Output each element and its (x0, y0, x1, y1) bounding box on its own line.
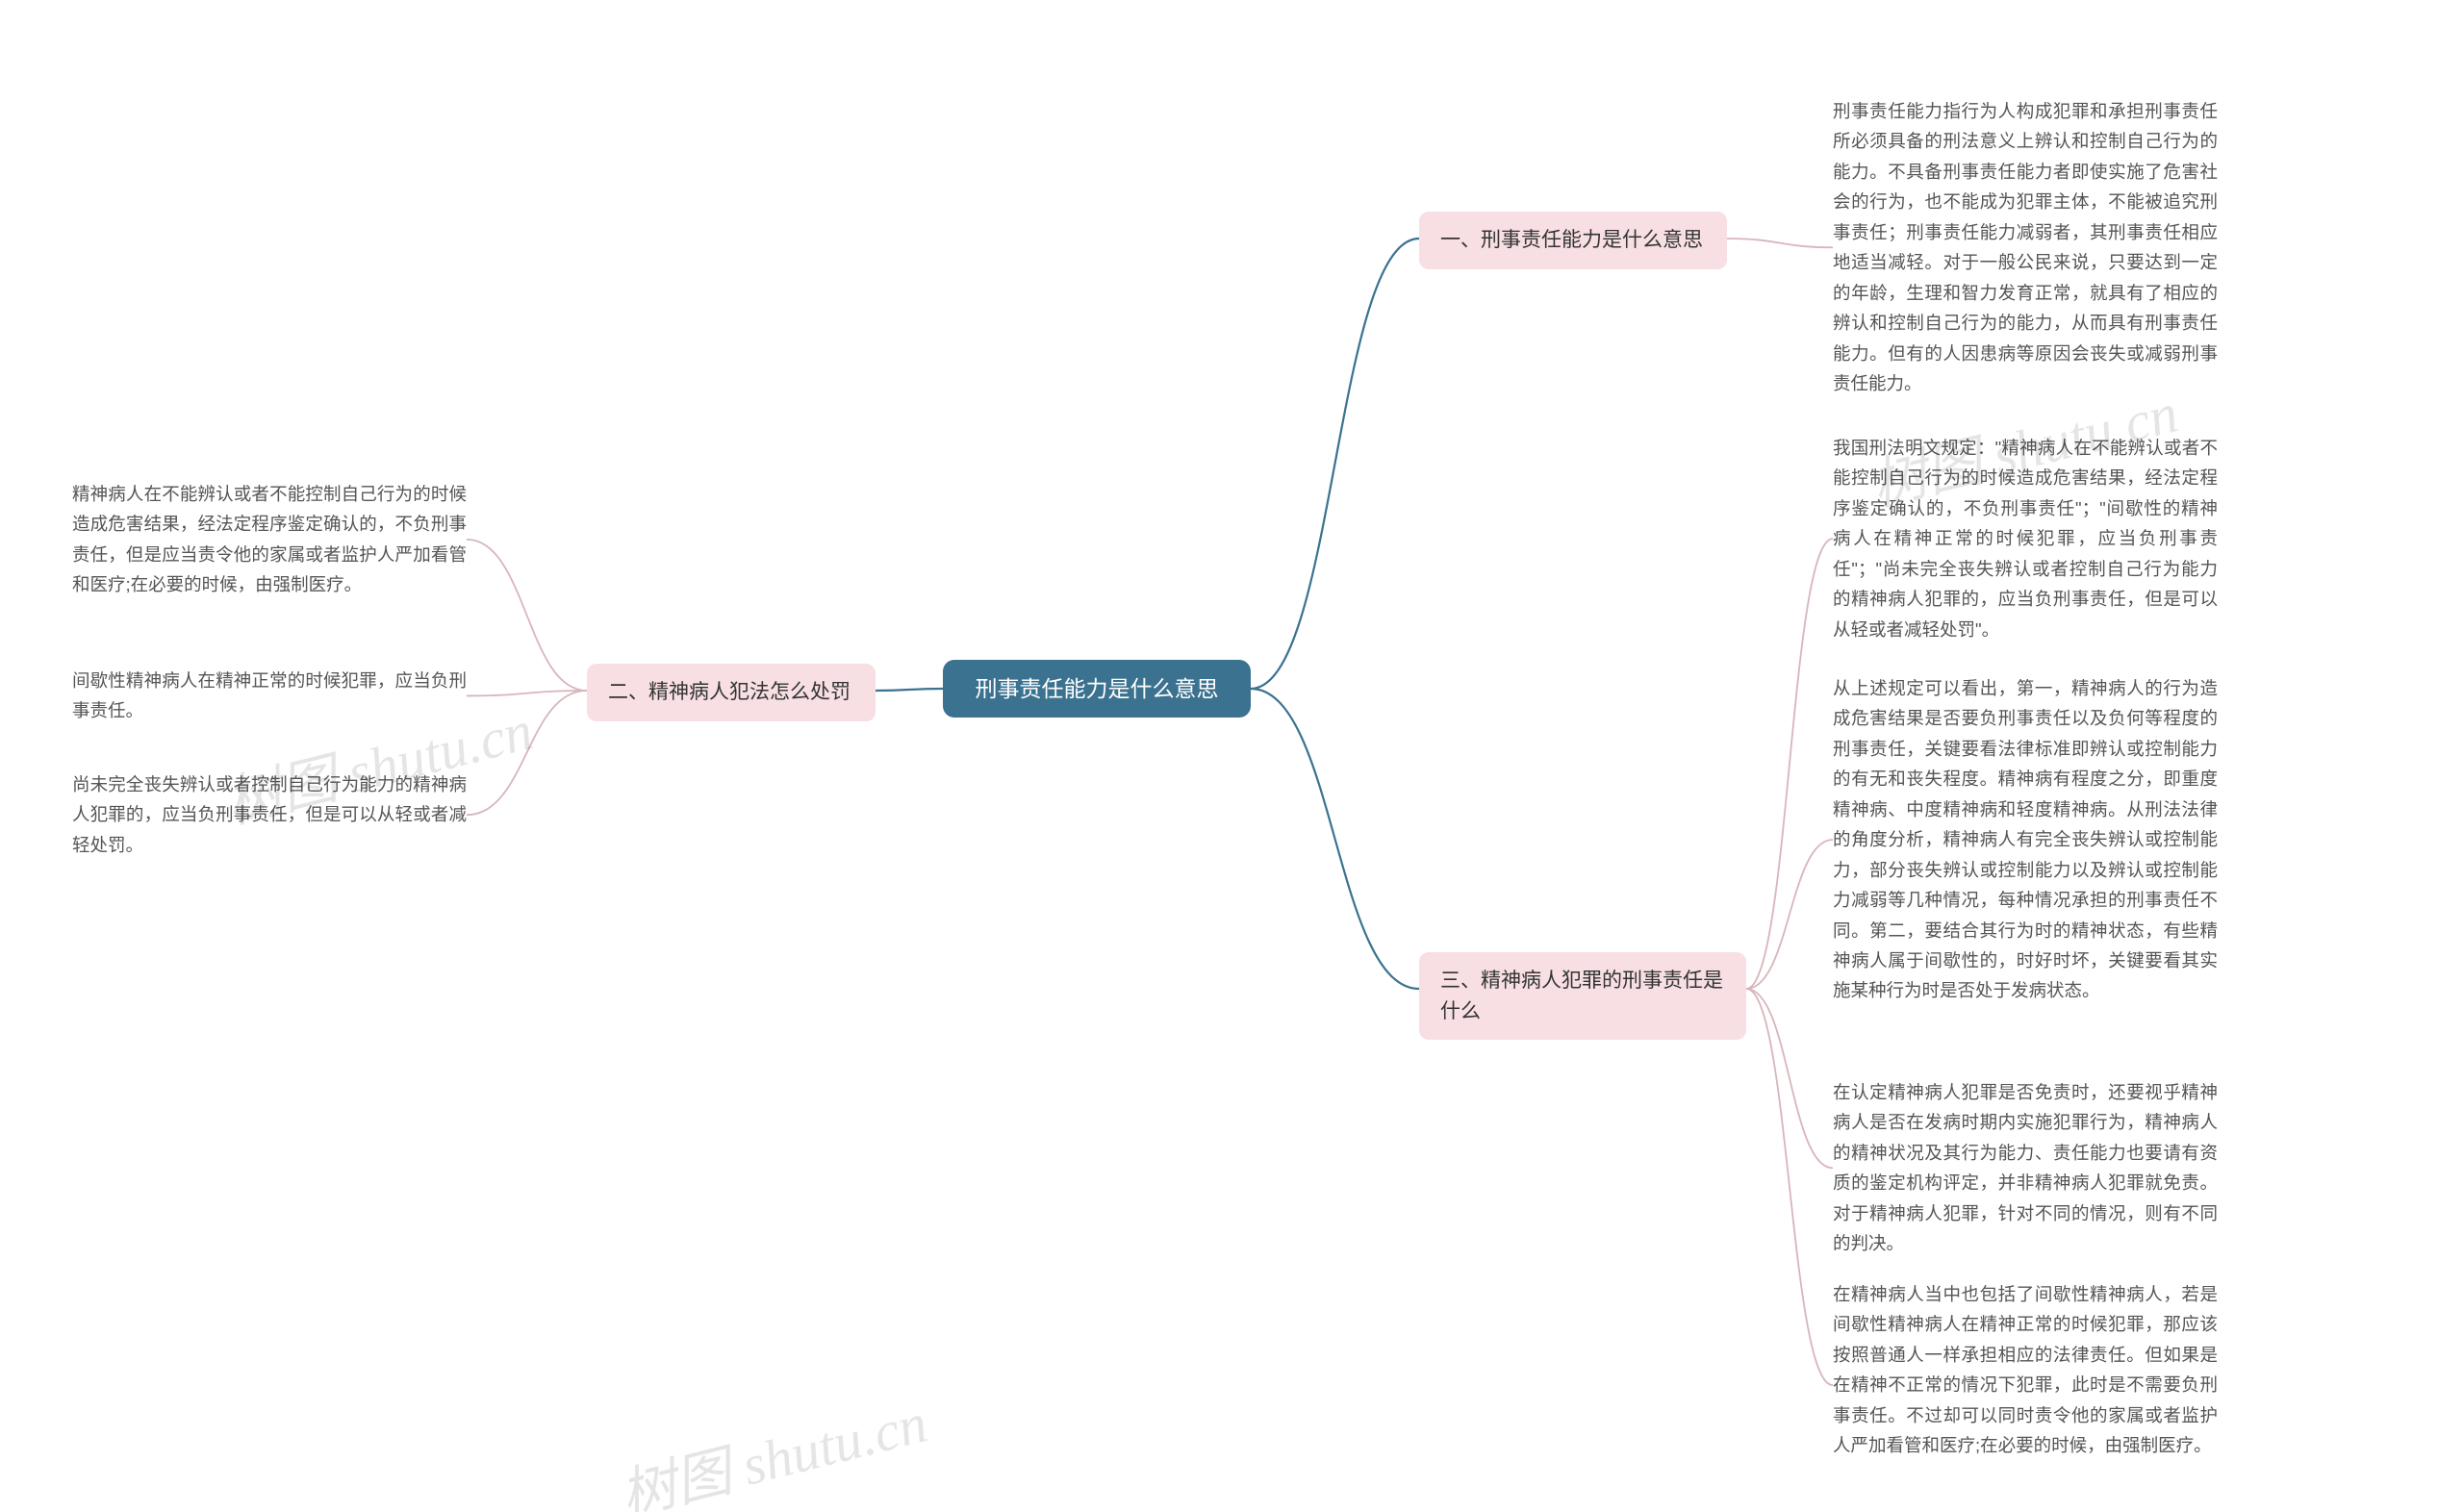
leaf-text: 在精神病人当中也包括了间歇性精神病人，若是间歇性精神病人在精神正常的时候犯罪，那… (1833, 1279, 2218, 1461)
root-node[interactable]: 刑事责任能力是什么意思 (943, 660, 1251, 718)
mindmap-canvas: 刑事责任能力是什么意思 一、刑事责任能力是什么意思 刑事责任能力指行为人构成犯罪… (0, 0, 2463, 1512)
leaf-text: 在认定精神病人犯罪是否免责时，还要视乎精神病人是否在发病时期内实施犯罪行为，精神… (1833, 1077, 2218, 1259)
leaf-text: 间歇性精神病人在精神正常的时候犯罪，应当负刑事责任。 (72, 666, 467, 726)
leaf-text: 我国刑法明文规定："精神病人在不能辨认或者不能控制自己行为的时候造成危害结果，经… (1833, 433, 2218, 644)
leaf-text: 尚未完全丧失辨认或者控制自己行为能力的精神病人犯罪的，应当负刑事责任，但是可以从… (72, 769, 467, 860)
leaf-text: 刑事责任能力指行为人构成犯罪和承担刑事责任所必须具备的刑法意义上辨认和控制自己行… (1833, 96, 2218, 398)
branch-node-1[interactable]: 一、刑事责任能力是什么意思 (1419, 212, 1727, 269)
leaf-text: 精神病人在不能辨认或者不能控制自己行为的时候造成危害结果，经法定程序鉴定确认的，… (72, 479, 467, 600)
branch-node-2[interactable]: 二、精神病人犯法怎么处罚 (587, 664, 876, 721)
branch-node-3[interactable]: 三、精神病人犯罪的刑事责任是什么 (1419, 952, 1746, 1040)
watermark-text: 树图 shutu.cn (611, 1377, 934, 1512)
leaf-text: 从上述规定可以看出，第一，精神病人的行为造成危害结果是否要负刑事责任以及负何等程… (1833, 673, 2218, 1006)
